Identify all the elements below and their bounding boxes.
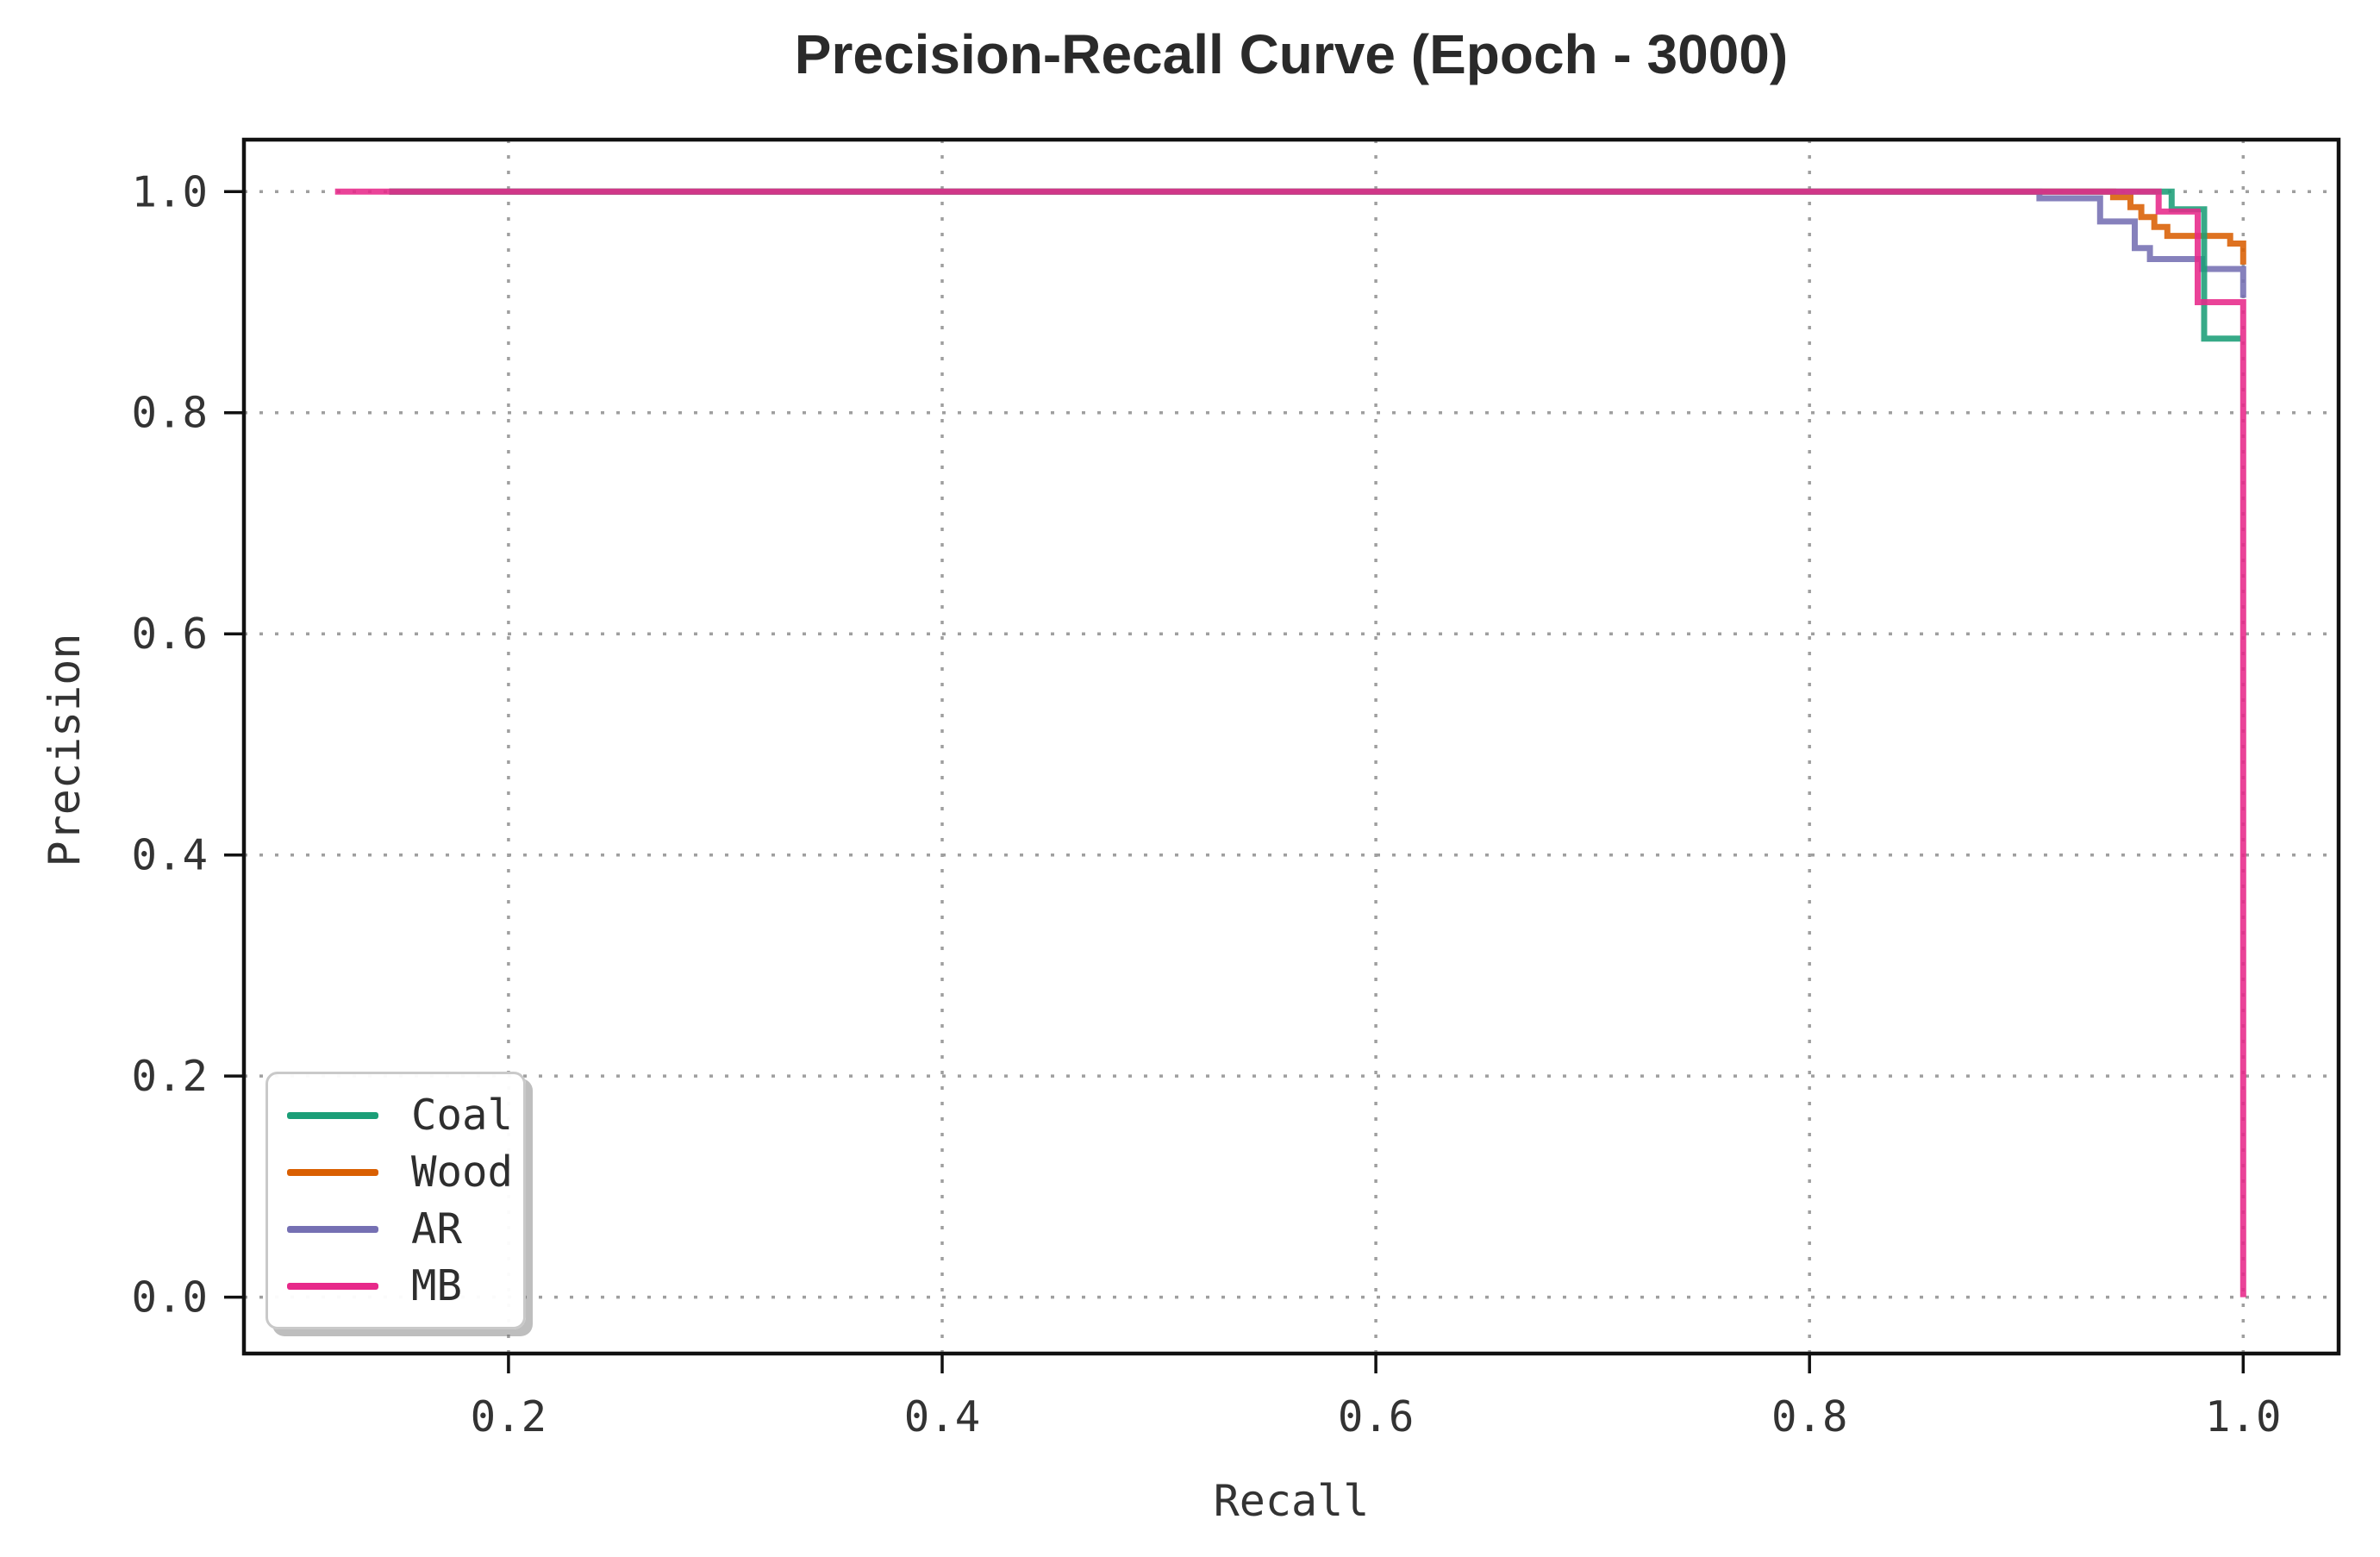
legend-label-mb: MB bbox=[411, 1261, 463, 1310]
y-tick-label: 1.0 bbox=[131, 167, 208, 216]
legend-swatch-coal bbox=[287, 1111, 378, 1119]
x-tick-label: 0.2 bbox=[471, 1392, 547, 1441]
y-tick-label: 0.4 bbox=[131, 831, 208, 880]
x-tick-label: 0.4 bbox=[904, 1392, 981, 1441]
series-wood-curve bbox=[389, 188, 2246, 265]
series-coal-curve bbox=[389, 188, 2241, 342]
legend-item-coal: Coal bbox=[287, 1094, 523, 1136]
series-mb-curve bbox=[334, 188, 2246, 1298]
y-tick-label: 0.6 bbox=[131, 610, 208, 659]
y-axis-title: Precision bbox=[40, 633, 90, 867]
y-tick-label: 0.2 bbox=[131, 1052, 208, 1101]
legend-item-mb: MB bbox=[287, 1265, 523, 1307]
y-tick-label: 0.0 bbox=[131, 1273, 208, 1323]
legend-label-coal: Coal bbox=[411, 1091, 514, 1140]
legend-swatch-mb bbox=[287, 1282, 378, 1290]
legend-item-ar: AR bbox=[287, 1208, 523, 1250]
legend-label-ar: AR bbox=[411, 1204, 463, 1254]
legend-item-wood: Wood bbox=[287, 1151, 523, 1193]
legend: Coal Wood AR MB bbox=[265, 1072, 526, 1329]
x-tick-label: 0.6 bbox=[1338, 1392, 1415, 1441]
chart-title: Precision-Recall Curve (Epoch - 3000) bbox=[794, 23, 1789, 85]
x-tick-label: 0.8 bbox=[1771, 1392, 1848, 1441]
x-tick-label: 1.0 bbox=[2205, 1392, 2282, 1441]
legend-swatch-ar bbox=[287, 1225, 378, 1233]
x-axis-title: Recall bbox=[1213, 1476, 1370, 1526]
legend-label-wood: Wood bbox=[411, 1147, 514, 1197]
plot-border bbox=[241, 137, 2341, 1356]
legend-swatch-wood bbox=[287, 1168, 378, 1176]
series-ar-curve bbox=[389, 188, 2246, 298]
y-tick-label: 0.8 bbox=[131, 389, 208, 438]
